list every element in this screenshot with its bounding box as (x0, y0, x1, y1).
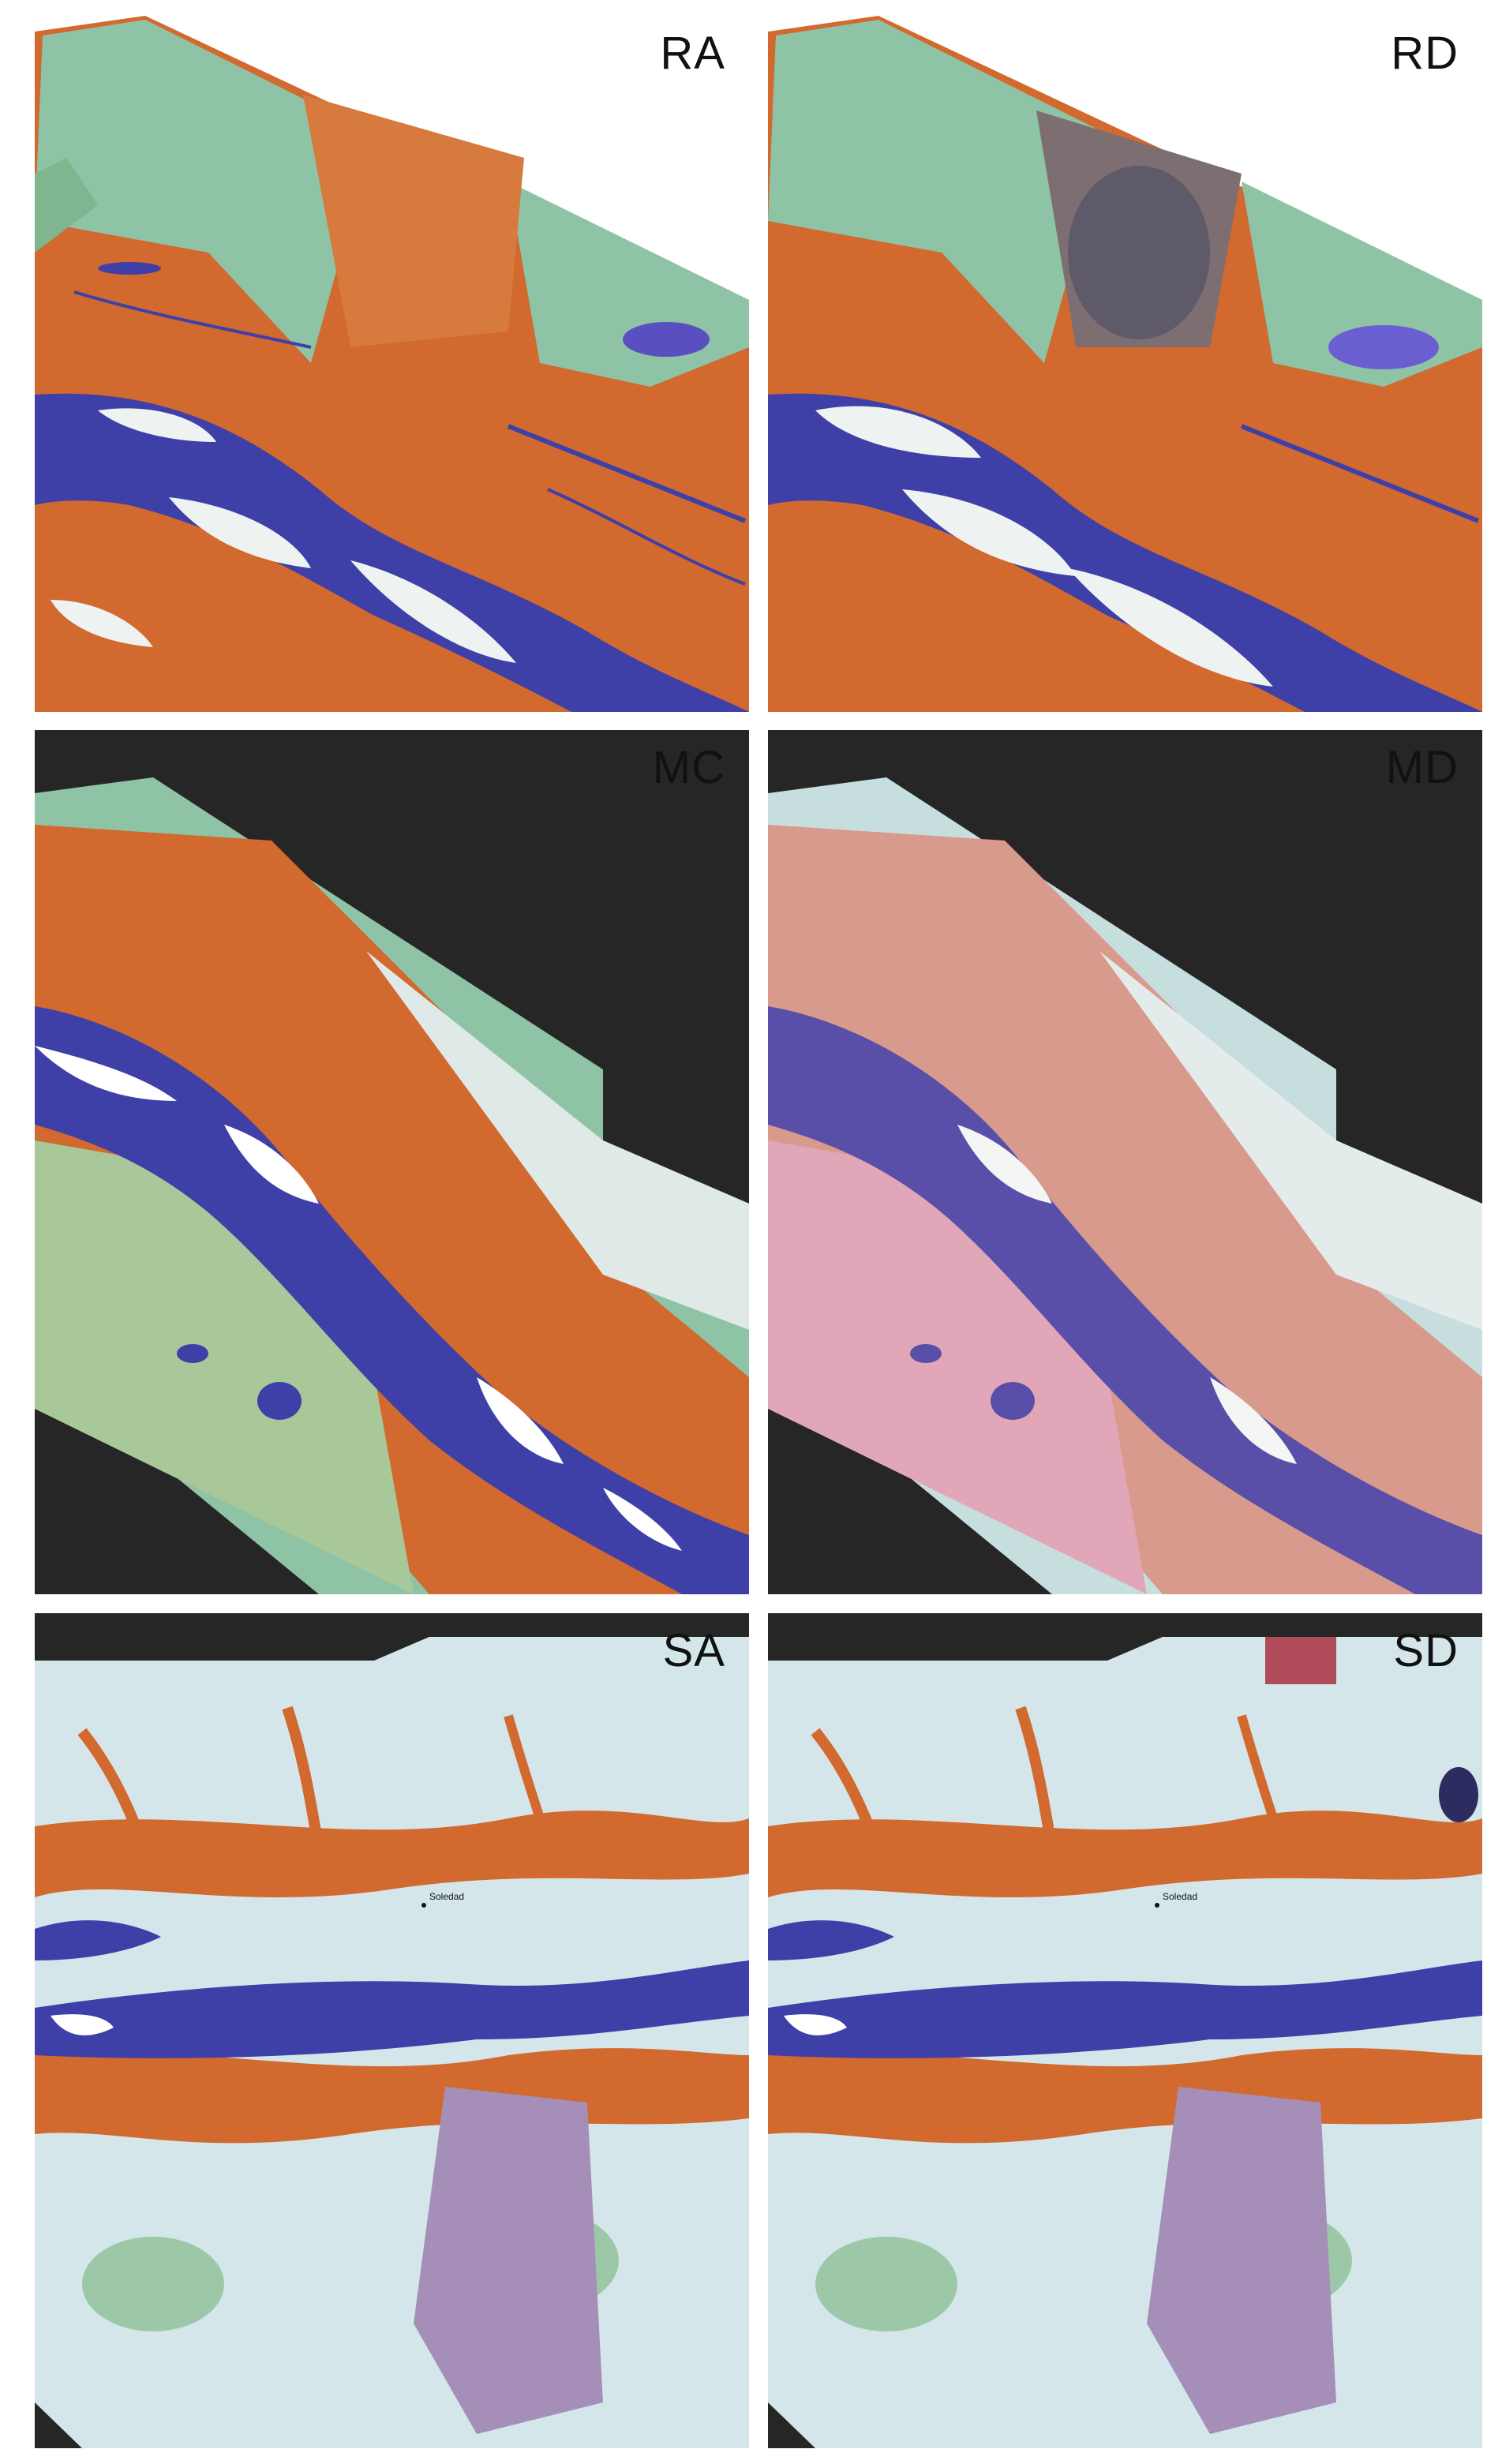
town-label-soledad: Soledad (1163, 1891, 1197, 1902)
satellite-image-sd: Soledad (768, 1613, 1482, 2448)
satellite-image-ra (35, 16, 749, 712)
satellite-image-mc (35, 730, 749, 1594)
panel-label: RA (660, 28, 725, 79)
satellite-image-md (768, 730, 1482, 1594)
satellite-image-sa: Soledad (35, 1613, 749, 2448)
panel-label: MC (652, 742, 725, 793)
panel-mc: MC (35, 730, 749, 1594)
town-label-soledad: Soledad (429, 1891, 464, 1902)
panel-ra: RA (35, 16, 749, 712)
panel-md: MD (768, 730, 1482, 1594)
panel-label: SA (662, 1625, 725, 1676)
panel-sd: Soledad SD (768, 1613, 1482, 2448)
panel-label: SD (1393, 1625, 1459, 1676)
satellite-image-rd (768, 16, 1482, 712)
panel-rd: RD (768, 16, 1482, 712)
panel-label: MD (1385, 742, 1459, 793)
panel-sa: Soledad SA (35, 1613, 749, 2448)
panel-label: RD (1391, 28, 1459, 79)
